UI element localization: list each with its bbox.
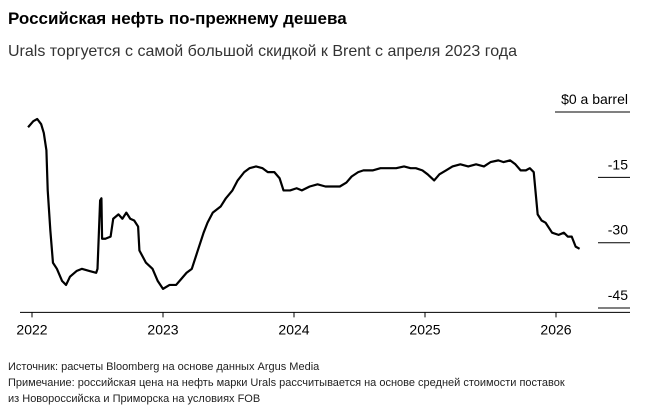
x-tick-label: 2026 <box>540 321 571 337</box>
note: из Новороссийска и Приморска на условиях… <box>8 393 260 405</box>
x-tick-label: 2024 <box>278 321 309 337</box>
chart-subtitle: Urals торгуется с самой большой скидкой … <box>8 43 517 60</box>
source: Источник: расчеты Bloomberg на основе да… <box>8 361 320 373</box>
y-tick-label: -45 <box>608 287 628 303</box>
y-tick-label: $0 a barrel <box>561 91 628 107</box>
x-tick-label: 2022 <box>16 321 47 337</box>
y-tick-label: -15 <box>608 156 628 172</box>
x-tick-label: 2023 <box>147 321 178 337</box>
y-tick-label: -30 <box>608 222 628 238</box>
note: Примечание: российская цена на нефть мар… <box>8 377 565 389</box>
chart-title: Российская нефть по-прежнему дешева <box>8 9 347 28</box>
x-tick-label: 2025 <box>409 321 440 337</box>
line-series <box>27 117 581 290</box>
